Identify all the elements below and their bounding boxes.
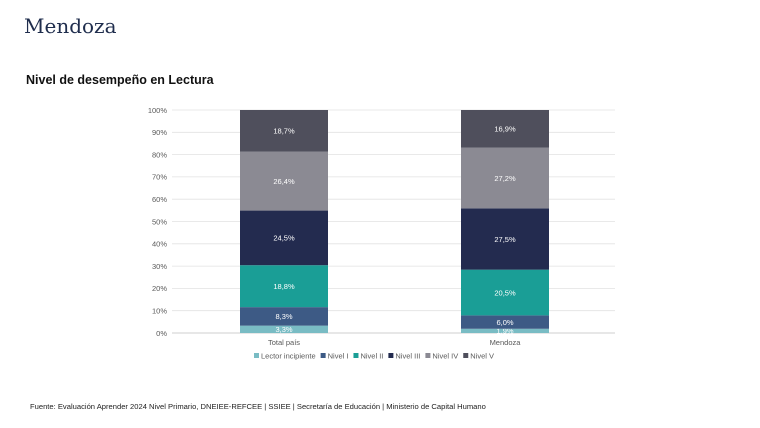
chart-title: Nivel de desempeño en Lectura xyxy=(26,73,214,87)
y-tick-label: 20% xyxy=(152,284,167,293)
x-axis-tick-labels: Total país Mendoza xyxy=(268,338,521,347)
bar-segment xyxy=(240,210,328,266)
stacked-bar-chart: 0% 10% 20% 30% 40% 50% 60% 70% 80% 90% 100% 3,3% 8,… xyxy=(148,106,615,360)
bar-segment xyxy=(240,265,328,308)
data-label: 20,5% xyxy=(494,288,516,297)
bar-stack: 1,9%6,0% 20,5% 27,5% 27,2% 16,9% xyxy=(461,110,549,336)
bar-segment xyxy=(240,151,328,211)
data-label: 18,7% xyxy=(273,127,295,136)
legend-item: Nivel V xyxy=(463,351,494,360)
bar-segment xyxy=(461,328,549,333)
legend-swatch xyxy=(425,353,431,358)
bar-segment xyxy=(461,269,549,316)
x-tick-label: Total país xyxy=(268,338,300,347)
page-title: Mendoza xyxy=(24,14,117,38)
data-label: 27,2% xyxy=(494,174,516,183)
legend-item: Nivel I xyxy=(320,351,349,360)
bar-segment xyxy=(461,147,549,209)
y-tick-label: 60% xyxy=(152,195,167,204)
y-axis-tick-labels: 0% 10% 20% 30% 40% 50% 60% 70% 80% 90% 100% xyxy=(148,106,168,338)
y-tick-label: 90% xyxy=(152,128,167,137)
source-note: Fuente: Evaluación Aprender 2024 Nivel P… xyxy=(30,402,486,411)
legend-label: Nivel V xyxy=(470,351,494,360)
legend-swatch xyxy=(388,353,394,358)
legend-label: Lector incipiente xyxy=(261,351,316,360)
y-tick-label: 0% xyxy=(156,329,167,338)
legend-item: Nivel III xyxy=(388,351,420,360)
legend-swatch xyxy=(353,353,359,358)
data-label: 26,4% xyxy=(273,177,295,186)
data-label: 27,5% xyxy=(494,235,516,244)
y-tick-label: 80% xyxy=(152,150,167,159)
legend-swatch xyxy=(463,353,469,358)
bars: 3,3% 8,3% 18,8% 24,5% 26,4% 18,7% 1,9%6,0% 20,5… xyxy=(240,110,549,336)
bar-segment xyxy=(461,208,549,270)
bar-segment xyxy=(461,110,549,148)
legend-swatch xyxy=(320,353,326,358)
y-tick-label: 100% xyxy=(148,106,168,115)
legend-label: Nivel IV xyxy=(432,351,458,360)
legend-item: Nivel IV xyxy=(425,351,458,360)
legend-label: Nivel I xyxy=(328,351,349,360)
legend-label: Nivel III xyxy=(395,351,420,360)
data-label: 6,0% xyxy=(496,318,513,327)
data-label: 1,9% xyxy=(496,327,513,336)
bar-segment xyxy=(240,325,328,333)
data-label: 3,3% xyxy=(275,325,292,334)
data-label: 24,5% xyxy=(273,234,295,243)
y-tick-label: 30% xyxy=(152,262,167,271)
legend-swatch xyxy=(254,353,259,358)
data-label: 8,3% xyxy=(275,312,292,321)
y-tick-label: 40% xyxy=(152,240,167,249)
legend-item: Nivel II xyxy=(353,351,383,360)
y-tick-label: 70% xyxy=(152,173,167,182)
legend-label: Nivel II xyxy=(360,351,383,360)
legend: Lector incipiente Nivel I Nivel II Nivel II… xyxy=(254,351,494,360)
y-tick-label: 50% xyxy=(152,217,167,226)
x-tick-label: Mendoza xyxy=(490,338,522,347)
y-tick-label: 10% xyxy=(152,307,167,316)
bar-segment xyxy=(240,307,328,326)
data-label: 18,8% xyxy=(273,282,295,291)
bar-stack: 3,3% 8,3% 18,8% 24,5% 26,4% 18,7% xyxy=(240,110,328,334)
legend-item: Lector incipiente xyxy=(254,351,316,360)
data-label: 16,9% xyxy=(494,125,516,134)
bar-segment xyxy=(240,110,328,152)
bar-segment xyxy=(461,315,549,329)
